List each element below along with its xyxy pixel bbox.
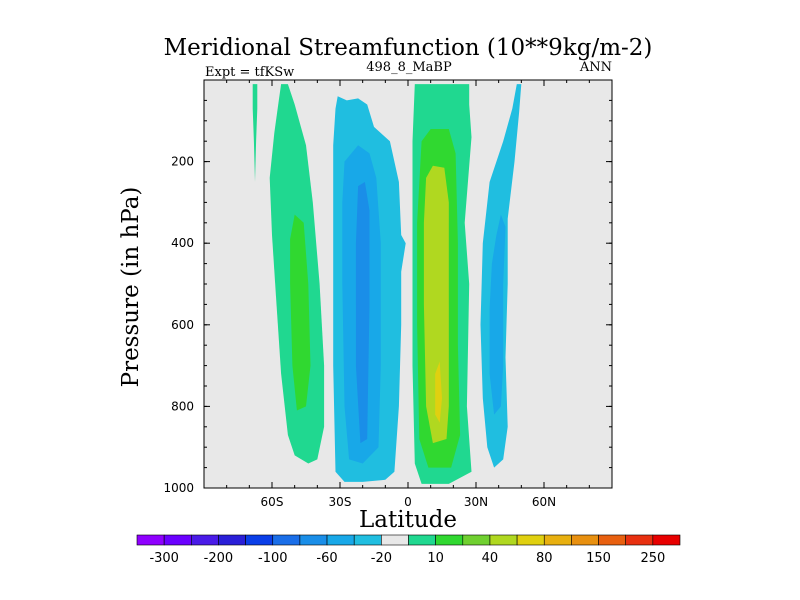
x-tick-label: 60N — [532, 495, 556, 509]
season-label: ANN — [579, 60, 612, 75]
y-tick-label: 600 — [171, 318, 194, 332]
colorbar-label: 150 — [586, 551, 611, 566]
colorbar-swatch — [408, 534, 436, 546]
period-label: 498_8_MaBP — [366, 60, 452, 75]
colorbar-swatch — [571, 534, 599, 546]
y-axis-label: Pressure (in hPa) — [118, 187, 144, 388]
colorbar-labels: -300 -200 -100 -60 -20 10 40 80 150 250 — [149, 551, 665, 566]
colorbar-label: 10 — [427, 551, 444, 566]
experiment-label: Expt = tfKSw — [205, 65, 294, 80]
colorbar-swatch — [245, 534, 274, 546]
plot-background — [204, 80, 612, 488]
contour-regions — [252, 84, 522, 484]
colorbar-swatch — [163, 534, 192, 546]
colorbar-swatch — [326, 534, 355, 546]
cell-north-hadley-core — [423, 165, 449, 444]
colorbar-swatch — [598, 534, 626, 546]
colorbar-swatch — [625, 534, 654, 546]
x-axis-label: Latitude — [359, 507, 457, 533]
x-tick-label: 0 — [404, 495, 412, 509]
colorbar-swatch — [272, 534, 301, 546]
cell-north-ferrel-core — [489, 214, 506, 415]
x-tick-label: 30N — [464, 495, 488, 509]
colorbar-label: 250 — [640, 551, 665, 566]
colorbar-swatch — [191, 534, 219, 546]
x-tick-label: 30S — [329, 495, 352, 509]
y-axis-ticks: 200 400 600 800 1000 — [163, 79, 612, 495]
y-tick-label: 400 — [171, 236, 194, 250]
cell-north-hadley-inner — [435, 361, 442, 423]
y-tick-label: 800 — [171, 399, 194, 413]
colorbar-label: -100 — [258, 551, 288, 566]
y-tick-label: 200 — [171, 155, 194, 169]
colorbar — [136, 534, 681, 546]
colorbar-swatch — [435, 534, 464, 546]
colorbar-label: -20 — [371, 551, 392, 566]
colorbar-label: 80 — [536, 551, 553, 566]
colorbar-swatch — [462, 534, 491, 546]
x-axis-ticks: 60S 30S 0 30N 60N — [203, 80, 613, 509]
colorbar-swatch — [218, 534, 246, 546]
colorbar-swatch — [489, 534, 518, 546]
colorbar-swatch — [652, 534, 681, 546]
colorbar-swatch — [136, 534, 165, 546]
colorbar-label: -200 — [204, 551, 234, 566]
colorbar-label: -300 — [149, 551, 179, 566]
chart-title: Meridional Streamfunction (10**9kg/m-2) — [164, 35, 653, 61]
cell-far-south-thin — [252, 84, 258, 182]
colorbar-swatch — [543, 534, 572, 546]
colorbar-swatch — [516, 534, 545, 546]
colorbar-swatch — [381, 534, 409, 546]
cell-south-ferrel-core — [290, 214, 311, 411]
cell-south-hadley-core — [355, 182, 370, 444]
y-tick-label: 1000 — [163, 481, 194, 495]
colorbar-label: -60 — [316, 551, 337, 566]
colorbar-label: 40 — [482, 551, 499, 566]
colorbar-swatch — [353, 534, 382, 546]
x-tick-label: 60S — [261, 495, 284, 509]
plot-area — [204, 80, 612, 488]
colorbar-swatch — [299, 534, 328, 546]
